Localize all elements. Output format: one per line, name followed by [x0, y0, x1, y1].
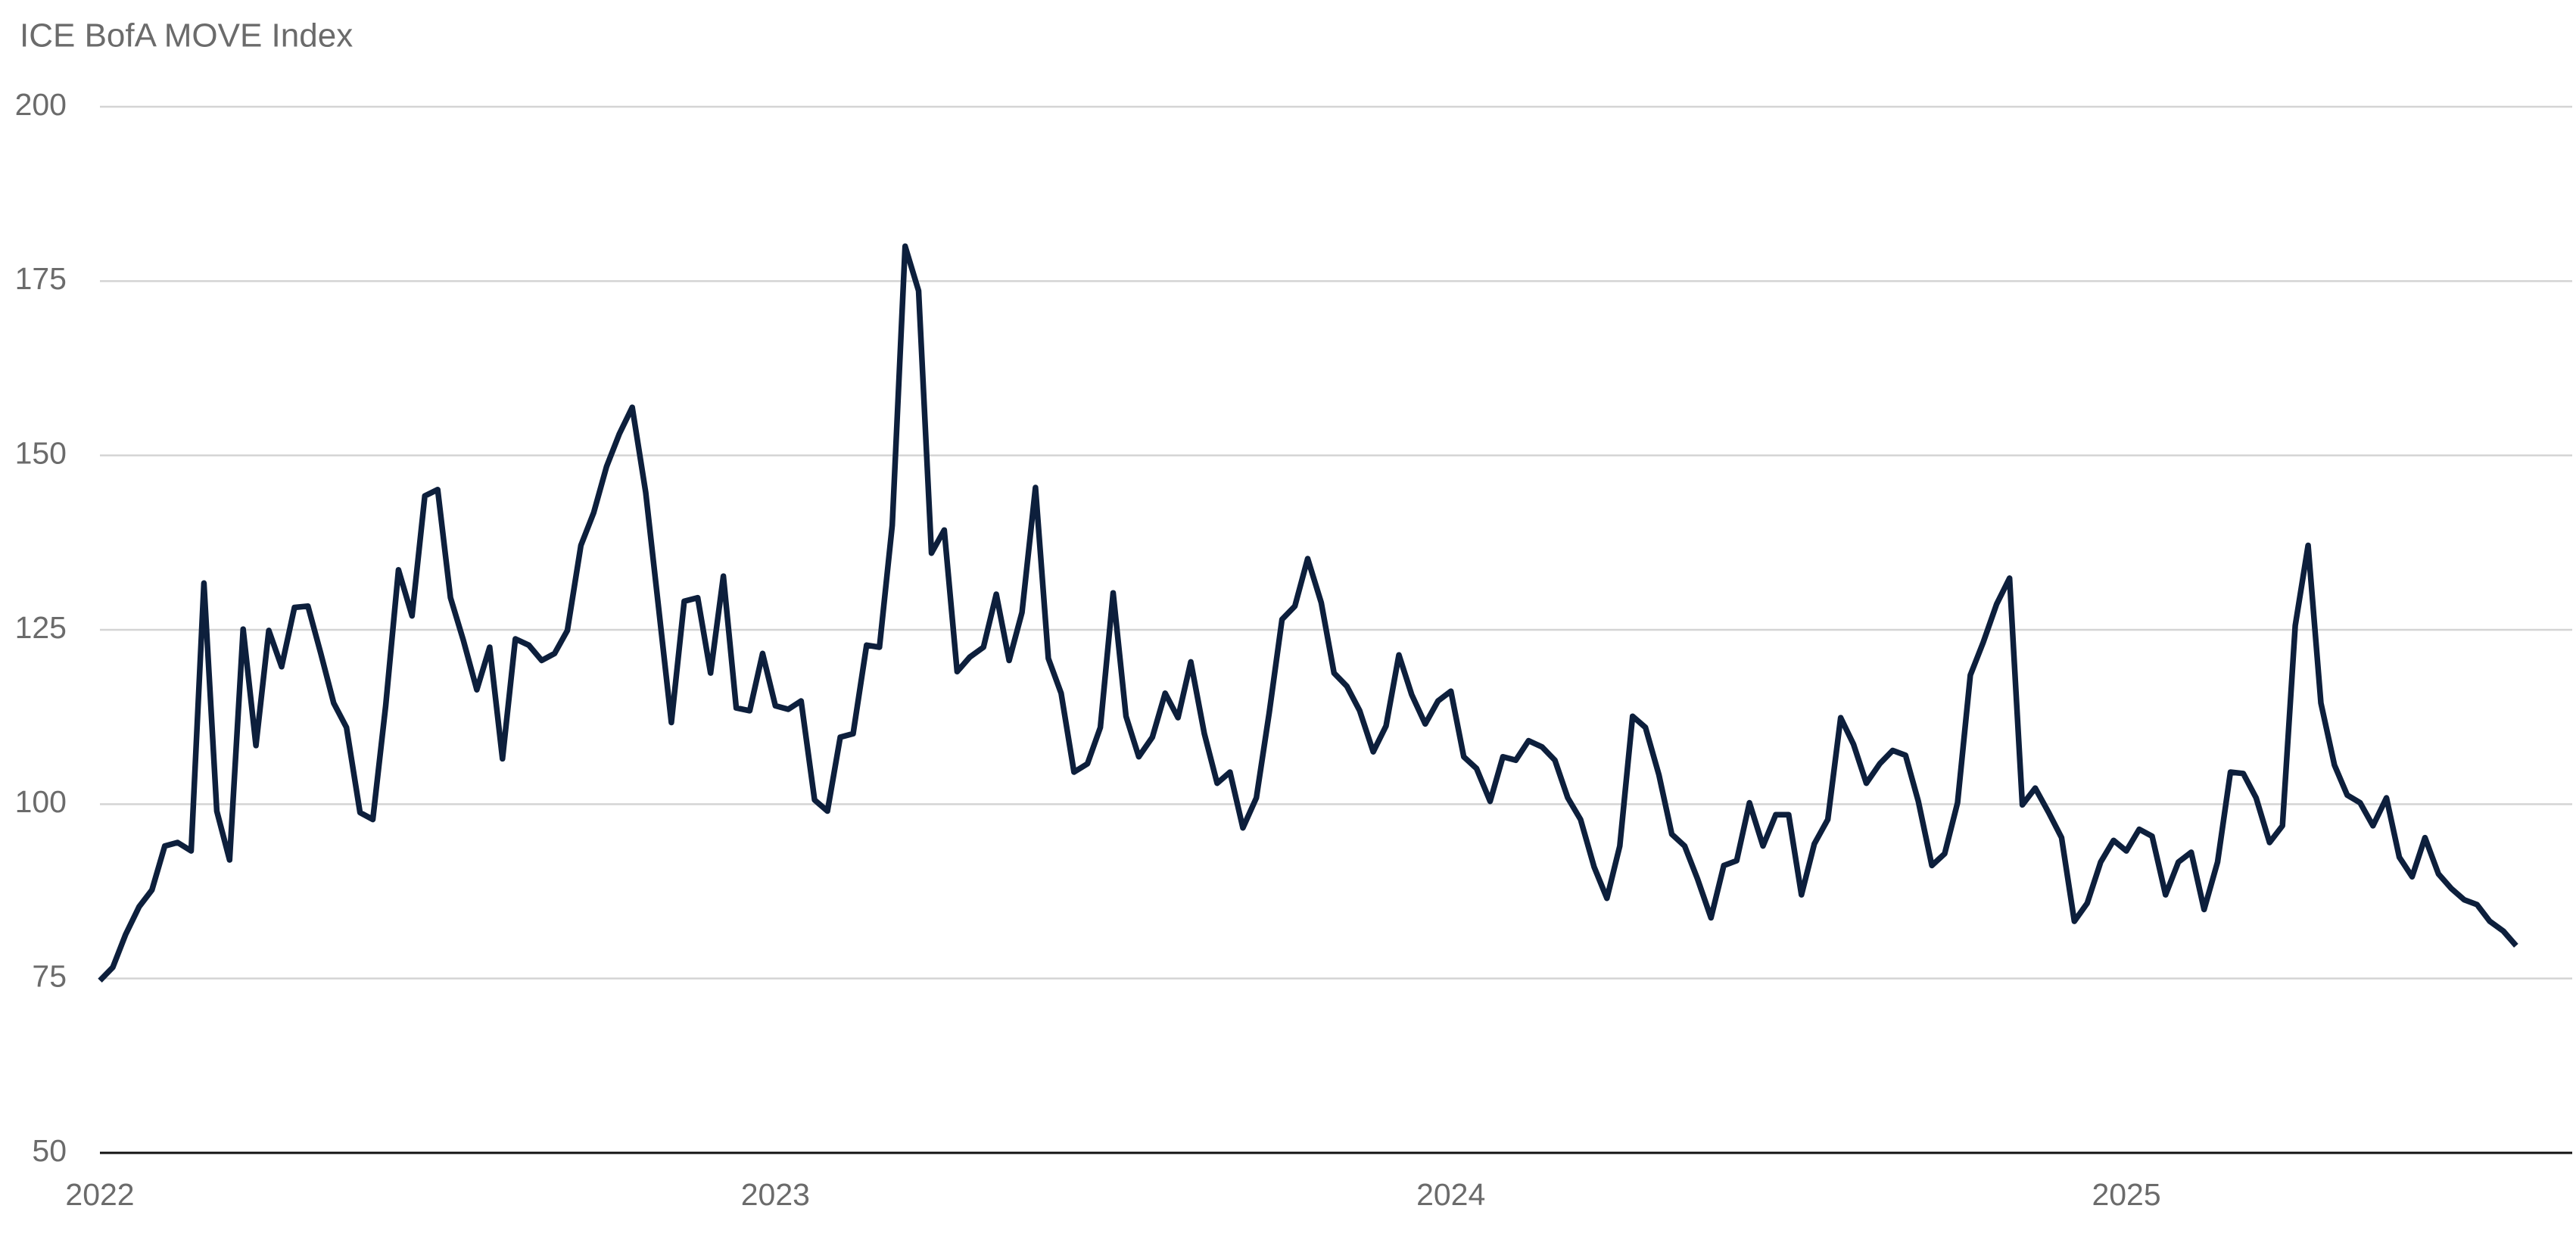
data-line	[98, 243, 2518, 983]
y-tick-label: 200	[15, 87, 67, 122]
y-tick-label: 125	[15, 610, 67, 645]
y-tick-label: 50	[32, 1133, 67, 1168]
y-tick-label: 150	[15, 435, 67, 470]
y-tick-label: 175	[15, 261, 67, 296]
y-tick-label: 75	[32, 958, 67, 993]
x-tick-label: 2024	[1416, 1177, 1485, 1212]
x-tick-label: 2022	[65, 1177, 134, 1212]
x-tick-label: 2025	[2092, 1177, 2160, 1212]
x-tick-label: 2023	[741, 1177, 810, 1212]
y-tick-label: 100	[15, 784, 67, 819]
chart-title: ICE BofA MOVE Index	[20, 17, 353, 55]
